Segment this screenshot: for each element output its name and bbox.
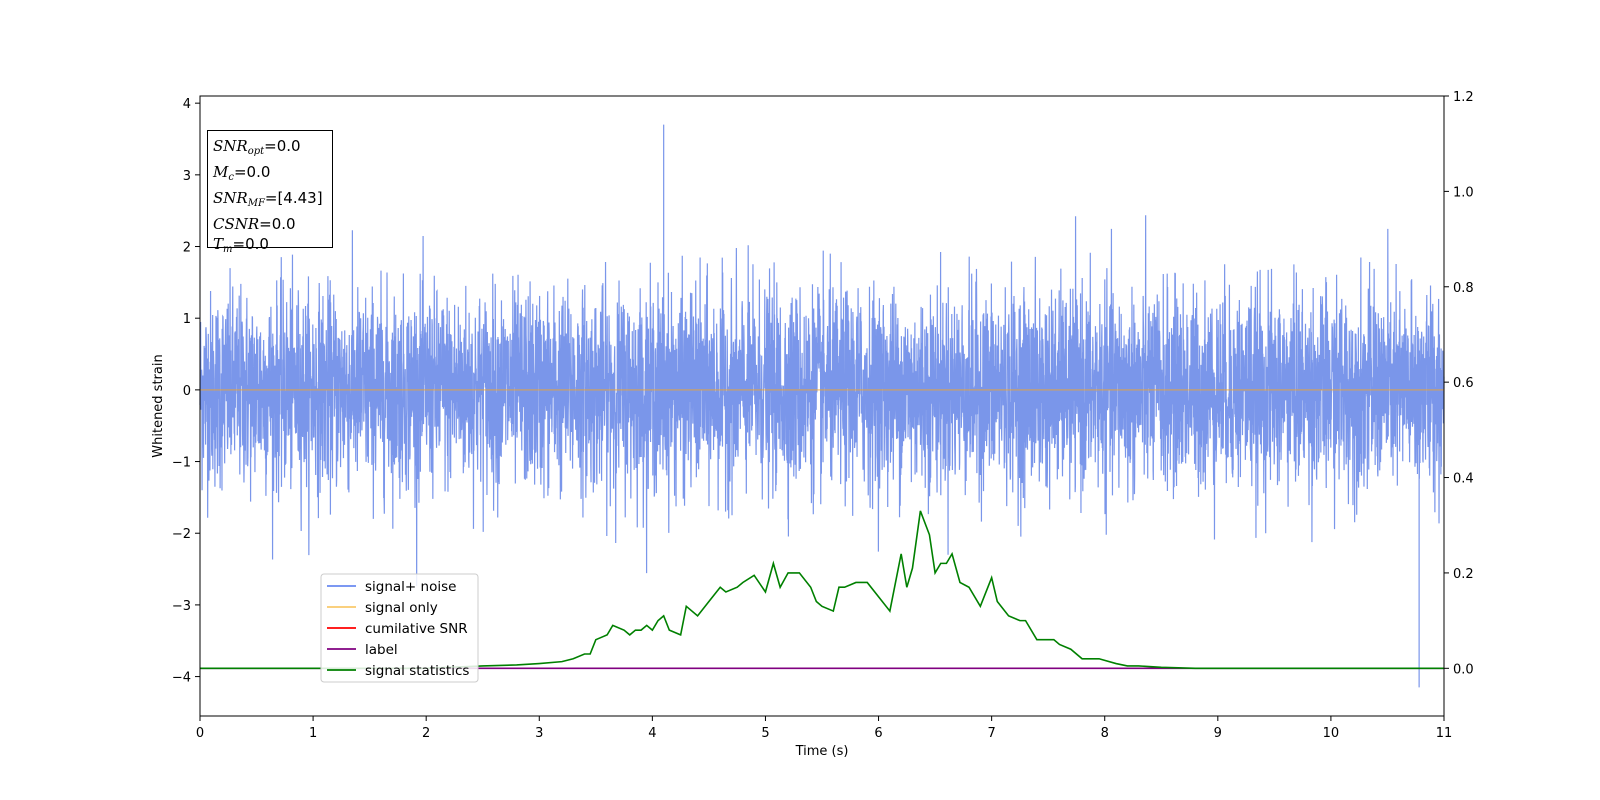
stats-box: SNRopt=0.0 Mc=0.0 SNRMF=[4.43] CSNR=0.0 …: [207, 130, 333, 255]
y-right-tick-label: 0.8: [1453, 281, 1474, 296]
y-right-tick-label: 1.0: [1453, 185, 1474, 200]
legend-label: label: [365, 642, 398, 658]
x-axis-label: Time (s): [795, 744, 849, 759]
y-left-tick-label: −1: [172, 456, 191, 471]
legend-label: signal statistics: [365, 663, 469, 679]
y-right-tick-label: 0.4: [1453, 472, 1474, 487]
x-axis: 0 1 2 3 4 5 6 7 8 9 10 11: [196, 716, 1452, 741]
legend: signal+ noise signal only cumilative SNR la…: [320, 573, 479, 683]
x-tick-label: 6: [874, 726, 882, 741]
x-tick-label: 4: [648, 726, 656, 741]
y-left-tick-label: 1: [183, 312, 191, 327]
legend-label: cumilative SNR: [365, 621, 468, 637]
x-tick-label: 0: [196, 726, 204, 741]
x-tick-label: 5: [761, 726, 769, 741]
y-left-tick-label: 0: [183, 384, 191, 399]
signal-noise-series: [199, 124, 1445, 688]
y-left-tick-label: 4: [183, 97, 191, 112]
y-left-tick-label: 2: [183, 241, 191, 256]
plot-frame: [199, 95, 1445, 717]
x-tick-label: 7: [987, 726, 995, 741]
y-left-tick-label: 3: [183, 169, 191, 184]
y-left-tick-label: −3: [172, 599, 191, 614]
x-tick-label: 10: [1323, 726, 1340, 741]
y-left-tick-label: −2: [172, 527, 191, 542]
stats-tm: Tm=0.0: [213, 235, 269, 255]
stats-mc: Mc=0.0: [213, 163, 271, 183]
y-left-tick-label: −4: [172, 671, 191, 686]
signal-noise-line: [199, 124, 1445, 688]
x-tick-label: 3: [535, 726, 543, 741]
legend-label: signal only: [365, 600, 438, 616]
legend-label: signal+ noise: [365, 579, 456, 595]
y-right-tick-label: 0.6: [1453, 376, 1474, 391]
stats-snr-opt: SNRopt=0.0: [213, 137, 301, 157]
series-line-signal-statistics: [200, 510, 1444, 670]
stats-csnr: CSNR=0.0: [213, 215, 296, 233]
stats-snr-mf: SNRMF=[4.43]: [213, 189, 323, 209]
y-right-tick-label: 0.0: [1453, 662, 1474, 677]
x-tick-label: 2: [422, 726, 430, 741]
legend-box: [320, 573, 479, 683]
y-axis-label: Whitened strain: [151, 354, 166, 457]
y-axis-left: −4 −3 −2 −1 0 1 2 3 4: [172, 97, 200, 686]
x-tick-label: 9: [1214, 726, 1222, 741]
y-right-tick-label: 1.2: [1453, 90, 1474, 105]
y-right-tick-label: 0.2: [1453, 567, 1474, 582]
x-tick-label: 11: [1436, 726, 1453, 741]
y-axis-right: 0.0 0.2 0.4 0.6 0.8 1.0 1.2: [1444, 90, 1474, 677]
x-tick-label: 8: [1101, 726, 1109, 741]
x-tick-label: 1: [309, 726, 317, 741]
